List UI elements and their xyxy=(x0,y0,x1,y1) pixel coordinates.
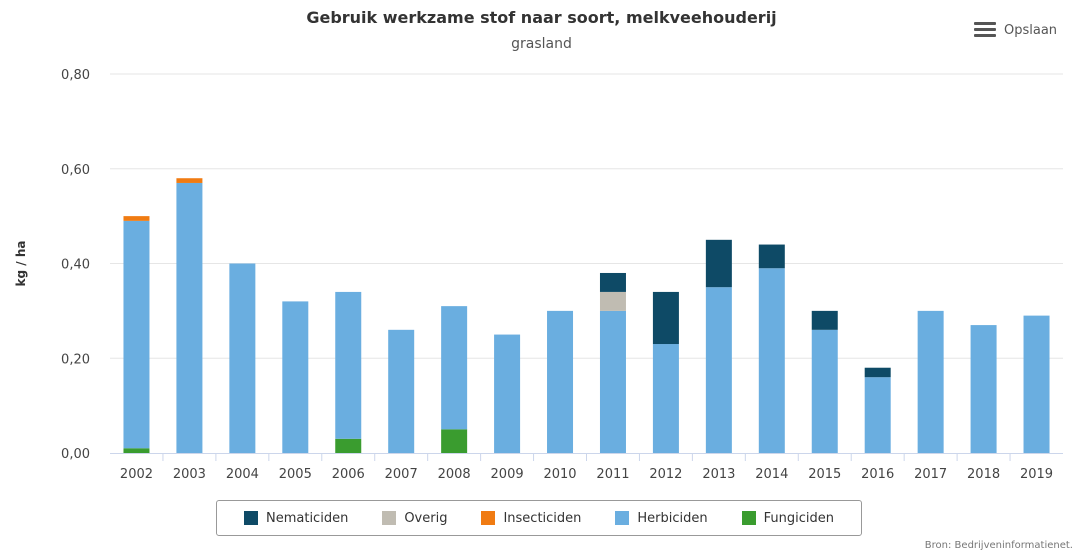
legend-swatch xyxy=(615,511,630,525)
bar-herbiciden-2004 xyxy=(229,263,256,453)
legend-swatch xyxy=(244,511,258,525)
bar-nematiciden-2016 xyxy=(864,367,891,378)
y-tick-label: 0,00 xyxy=(61,447,90,462)
x-tick-label: 2017 xyxy=(914,467,947,482)
bar-herbiciden-2018 xyxy=(970,325,997,453)
bar-nematiciden-2014 xyxy=(758,244,785,269)
x-tick-label: 2006 xyxy=(332,467,365,482)
hamburger-menu-icon xyxy=(974,22,996,38)
legend-item-nematiciden[interactable]: Nematiciden xyxy=(244,511,348,526)
bar-nematiciden-2012 xyxy=(652,291,679,345)
bar-herbiciden-2006 xyxy=(335,291,362,439)
bar-herbiciden-2011 xyxy=(599,310,626,453)
bar-nematiciden-2015 xyxy=(811,310,838,330)
bar-nematiciden-2011 xyxy=(599,272,626,292)
x-tick-label: 2011 xyxy=(596,467,629,482)
bar-herbiciden-2010 xyxy=(547,310,574,453)
bar-fungiciden-2006 xyxy=(335,438,362,453)
x-tick-label: 2007 xyxy=(385,467,418,482)
bar-nematiciden-2013 xyxy=(705,239,732,288)
bar-herbiciden-2014 xyxy=(758,268,785,453)
legend-label: Insecticiden xyxy=(503,510,582,526)
legend-label: Fungiciden xyxy=(763,510,834,526)
bar-herbiciden-2008 xyxy=(441,306,468,430)
bar-herbiciden-2005 xyxy=(282,301,309,453)
x-tick-label: 2016 xyxy=(861,467,894,482)
bar-herbiciden-2009 xyxy=(494,334,521,453)
y-axis-title: kg / ha xyxy=(14,241,28,287)
y-tick-label: 0,40 xyxy=(61,258,90,273)
legend-item-overig[interactable]: Overig xyxy=(382,511,447,526)
x-tick-label: 2005 xyxy=(279,467,312,482)
bar-herbiciden-2019 xyxy=(1023,315,1050,453)
bar-insecticiden-2002 xyxy=(123,216,150,221)
x-tick-label: 2015 xyxy=(808,467,841,482)
legend-item-insecticiden[interactable]: Insecticiden xyxy=(481,511,581,526)
bar-herbiciden-2012 xyxy=(652,344,679,453)
x-tick-label: 2002 xyxy=(120,467,153,482)
bar-herbiciden-2017 xyxy=(917,310,944,453)
legend-item-herbiciden[interactable]: Herbiciden xyxy=(615,510,708,526)
bar-herbiciden-2015 xyxy=(811,329,838,453)
chart-subtitle: grasland xyxy=(511,36,572,52)
x-tick-label: 2008 xyxy=(438,467,471,482)
y-tick-label: 0,20 xyxy=(61,352,90,367)
legend-swatch xyxy=(481,511,496,525)
bar-fungiciden-2008 xyxy=(441,429,468,453)
bar-herbiciden-2013 xyxy=(705,287,732,453)
bar-herbiciden-2003 xyxy=(176,182,203,453)
chart-legend: Nematiciden Overig Insecticiden Herbiciden F… xyxy=(216,500,862,536)
x-tick-label: 2019 xyxy=(1020,467,1053,482)
chart-title: Gebruik werkzame stof naar soort, melkve… xyxy=(306,8,777,27)
legend-label: Herbiciden xyxy=(637,510,708,526)
legend-swatch xyxy=(741,511,756,525)
bar-overig-2011 xyxy=(599,291,626,311)
legend-label: Nematiciden xyxy=(266,510,349,526)
x-tick-label: 2003 xyxy=(173,467,206,482)
y-tick-label: 0,80 xyxy=(61,68,90,83)
x-tick-label: 2010 xyxy=(543,467,576,482)
bar-fungiciden-2002 xyxy=(123,448,150,453)
chart-credits: Bron: Bedrijveninformatienet. xyxy=(924,540,1073,551)
x-tick-label: 2013 xyxy=(702,467,735,482)
bar-insecticiden-2003 xyxy=(176,178,203,183)
x-tick-label: 2009 xyxy=(491,467,524,482)
bar-herbiciden-2002 xyxy=(123,220,150,449)
x-tick-label: 2014 xyxy=(755,467,788,482)
legend-item-fungiciden[interactable]: Fungiciden xyxy=(741,510,834,526)
bar-herbiciden-2016 xyxy=(864,377,891,453)
legend-label: Overig xyxy=(404,510,448,526)
export-menu-label: Opslaan xyxy=(1004,22,1058,38)
bar-herbiciden-2007 xyxy=(388,329,415,453)
y-tick-label: 0,60 xyxy=(61,163,90,178)
x-tick-label: 2018 xyxy=(967,467,1000,482)
legend-swatch xyxy=(382,511,397,525)
x-tick-label: 2012 xyxy=(649,467,682,482)
export-menu-button[interactable]: Opslaan xyxy=(974,20,1057,40)
x-tick-label: 2004 xyxy=(226,467,259,482)
